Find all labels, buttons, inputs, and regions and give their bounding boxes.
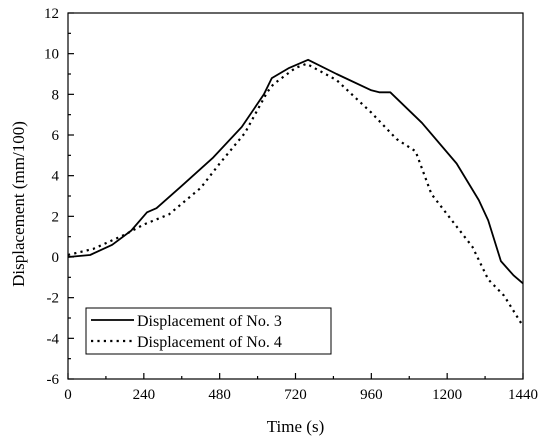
data-point <box>200 187 201 188</box>
y-tick-label: 0 <box>52 250 60 266</box>
x-axis-title: Time (s) <box>267 417 324 436</box>
y-axis-title: Displacement (mm/100) <box>9 121 28 287</box>
series-line-no3 <box>67 58 524 285</box>
y-tick-label: 10 <box>44 47 59 63</box>
y-tick-label: 6 <box>52 128 60 144</box>
y-tick-label: -2 <box>47 291 60 307</box>
data-point <box>143 224 144 225</box>
data-point <box>244 132 245 133</box>
x-tick-label: 480 <box>208 387 231 403</box>
x-tick-label: 720 <box>284 387 307 403</box>
legend-label-no3: Displacement of No. 3 <box>137 313 282 330</box>
y-tick-label: -4 <box>47 331 60 347</box>
x-tick-label: 1440 <box>508 387 538 403</box>
x-tick-label: 960 <box>360 387 383 403</box>
data-point <box>336 80 337 81</box>
y-tick-label: 4 <box>52 169 60 185</box>
legend-box <box>85 307 332 355</box>
data-point <box>295 67 296 68</box>
y-tick-label: 12 <box>44 6 59 22</box>
y-tick-label: -6 <box>47 372 60 388</box>
series-layer <box>67 58 524 327</box>
series-line-no4 <box>67 62 524 327</box>
x-tick-label: 240 <box>133 387 156 403</box>
ticks-layer: 0 240 480 720 960 1200 1440 -6 -4 -2 0 2 4 6 8 10 12 <box>44 6 538 403</box>
legend: Displacement of No. 3 Displacement of No… <box>85 307 332 355</box>
y-tick-label: 8 <box>52 87 60 103</box>
y-tick-label: 2 <box>52 209 60 225</box>
data-point <box>266 92 267 93</box>
data-point <box>415 151 416 152</box>
data-point <box>431 193 432 194</box>
data-point <box>488 279 489 280</box>
legend-label-no4: Displacement of No. 4 <box>137 334 282 351</box>
data-point <box>306 63 307 64</box>
x-tick-label: 1200 <box>432 387 462 403</box>
x-tick-label: 0 <box>64 387 72 403</box>
